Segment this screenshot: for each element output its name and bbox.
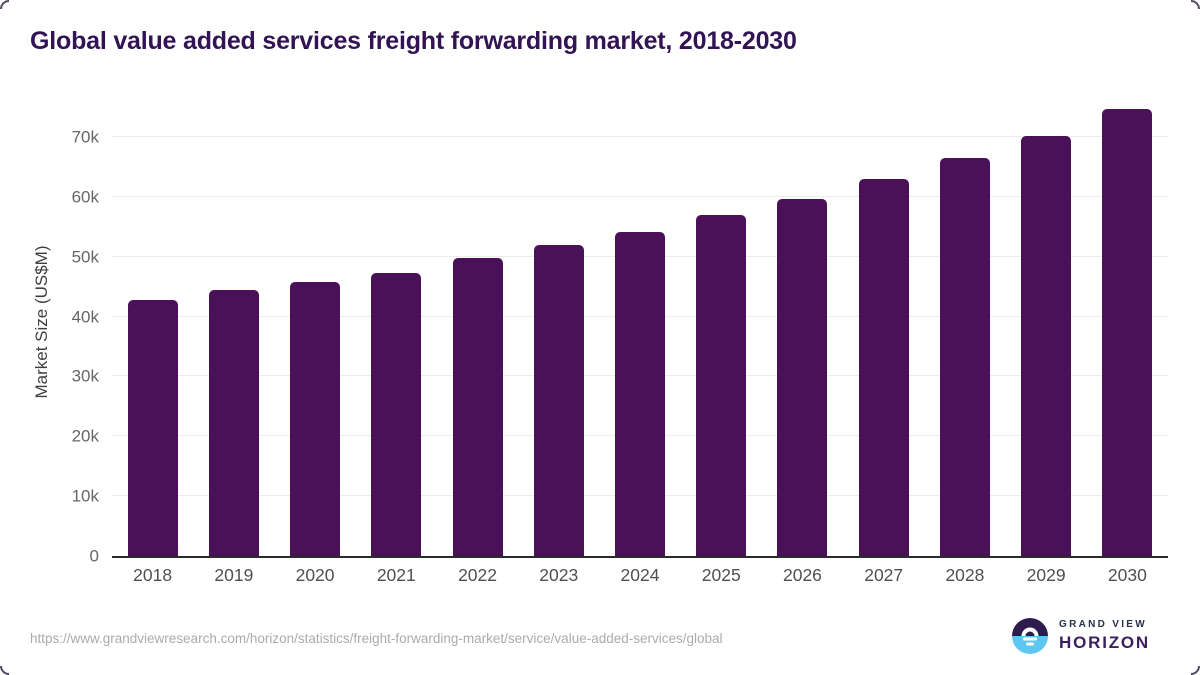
y-axis-title: Market Size (US$M): [32, 245, 51, 399]
bar-2028[interactable]: [939, 158, 990, 556]
bar-2030[interactable]: [1102, 109, 1153, 556]
horizon-sun-logo-icon: [1012, 618, 1049, 654]
bar-2025[interactable]: [696, 215, 747, 556]
y-tick-label-20k: 20k: [71, 426, 99, 446]
bar-2024[interactable]: [615, 231, 665, 556]
bar-2022[interactable]: [452, 258, 503, 556]
logo-grand-view-label: GRAND VIEW: [1059, 619, 1148, 630]
x-tick-label-2030: 2030: [1107, 565, 1147, 585]
corner-artifact: [1191, 0, 1200, 9]
x-tick-label-2023: 2023: [539, 565, 579, 585]
bar-2020[interactable]: [290, 282, 341, 556]
x-tick-label-2029: 2029: [1026, 565, 1066, 585]
x-tick-label-2026: 2026: [782, 565, 822, 585]
y-tick-label-60k: 60k: [71, 187, 99, 207]
x-tick-label-2019: 2019: [214, 565, 254, 585]
x-tick-label-2025: 2025: [701, 565, 741, 585]
plot-area: 0 10k 20k 30k 40k 50k 60k 70k 2018 2019 2020 2021 20…: [72, 100, 1168, 584]
bar-2019[interactable]: [208, 290, 259, 556]
bar-2021[interactable]: [371, 273, 422, 556]
bar-2018[interactable]: [127, 300, 178, 556]
y-tick-label-40k: 40k: [71, 307, 99, 327]
gridline-70k: [112, 135, 1168, 137]
x-tick-label-2022: 2022: [458, 565, 497, 585]
x-tick-label-2024: 2024: [620, 565, 660, 585]
x-tick-label-2020: 2020: [295, 565, 335, 585]
y-tick-label-10k: 10k: [71, 486, 99, 506]
logo-text: GRAND VIEW HORIZON: [1059, 619, 1150, 653]
source-url: https://www.grandviewresearch.com/horizo…: [30, 631, 723, 646]
bar-2029[interactable]: [1021, 135, 1072, 556]
grand-view-horizon-logo: GRAND VIEW HORIZON: [1010, 616, 1150, 656]
x-tick-label-2028: 2028: [945, 565, 985, 585]
bar-2023[interactable]: [533, 245, 584, 556]
y-tick-label-30k: 30k: [71, 366, 99, 386]
bar-2027[interactable]: [858, 178, 909, 556]
gridline-60k: [112, 195, 1168, 197]
bar-2026[interactable]: [777, 198, 828, 556]
corner-artifact: [0, 666, 9, 675]
page-title: Global value added services freight forw…: [30, 27, 797, 55]
x-tick-label-2021: 2021: [376, 565, 416, 585]
y-tick-label-0: 0: [89, 546, 99, 566]
x-tick-label-2027: 2027: [864, 565, 904, 585]
corner-artifact: [1191, 666, 1200, 675]
y-tick-label-70k: 70k: [71, 127, 99, 147]
corner-artifact: [0, 0, 9, 9]
logo-horizon-label: HORIZON: [1059, 633, 1150, 652]
x-tick-label-2018: 2018: [133, 565, 173, 585]
y-tick-label-50k: 50k: [71, 247, 99, 267]
